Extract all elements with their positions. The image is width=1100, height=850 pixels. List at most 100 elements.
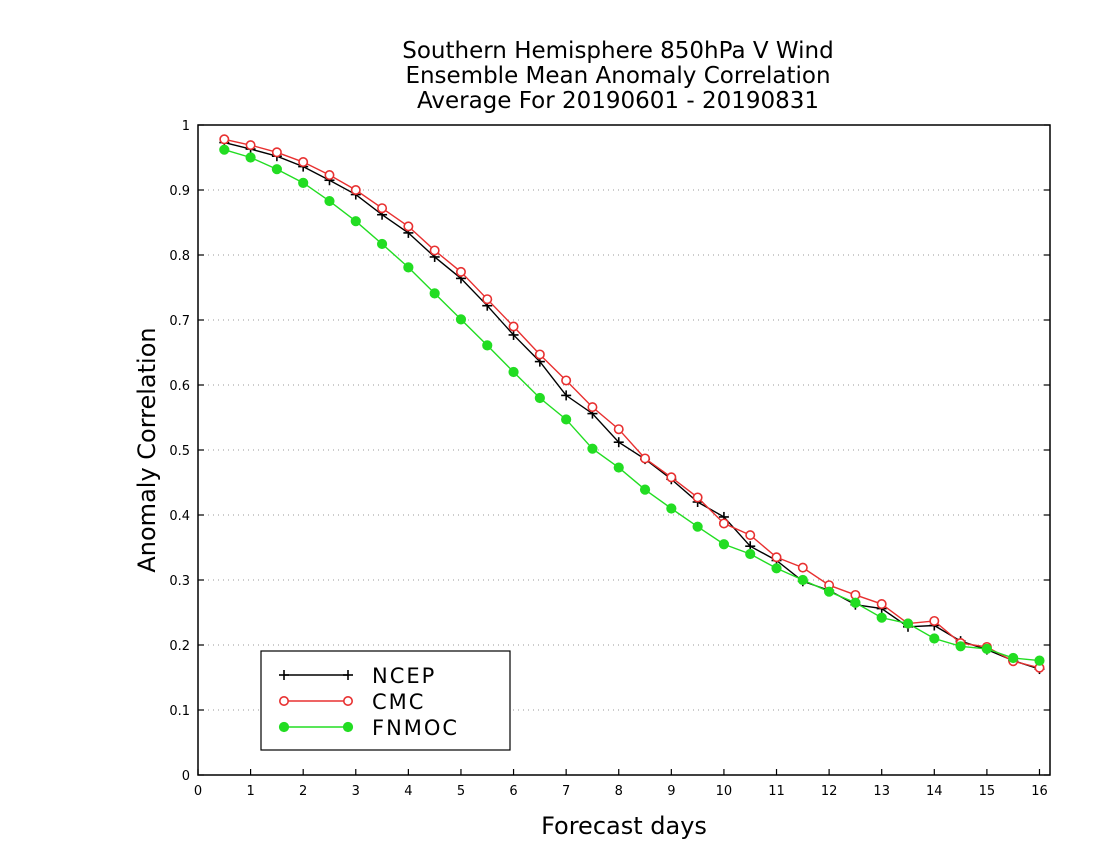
data-point (482, 294, 493, 305)
data-point (771, 552, 782, 563)
y-axis-label: Anomaly Correlation (133, 327, 161, 572)
legend-label-ncep: NCEP (372, 664, 436, 688)
data-point (797, 562, 808, 573)
data-point (666, 472, 677, 483)
data-point (377, 203, 388, 214)
data-point (376, 238, 388, 250)
data-point (534, 392, 545, 404)
x-tick-label: 4 (404, 784, 412, 799)
y-tick-label: 0.1 (169, 704, 190, 719)
chart-title-line: Ensemble Mean Anomaly Correlation (405, 63, 830, 89)
y-tick-label: 0.9 (169, 184, 190, 199)
data-point (1008, 652, 1019, 664)
data-point (929, 633, 940, 644)
x-tick-label: 15 (979, 784, 996, 799)
y-tick-label: 0.3 (169, 574, 190, 589)
data-point (876, 612, 887, 623)
data-point (902, 618, 914, 629)
data-point (508, 329, 519, 340)
data-point (219, 144, 230, 155)
data-point (298, 177, 309, 188)
legend-label-fnmoc: FNMOC (372, 716, 459, 740)
data-point (587, 443, 598, 454)
x-tick-label: 11 (768, 784, 785, 799)
data-point (561, 390, 572, 401)
legend-marker (342, 721, 354, 733)
x-axis-label: Forecast days (541, 812, 707, 840)
x-tick-label: 7 (562, 784, 570, 799)
y-tick-label: 0.6 (169, 379, 190, 394)
data-point (639, 484, 651, 495)
series-ncep (219, 137, 1045, 675)
data-point (718, 539, 730, 550)
legend-marker (343, 670, 353, 680)
x-tick-label: 9 (667, 784, 675, 799)
x-tick-label: 16 (1031, 784, 1048, 799)
gridlines (198, 189, 1050, 711)
x-tick-label: 10 (716, 784, 733, 799)
x-tick-label: 14 (926, 784, 943, 799)
data-point (745, 548, 756, 560)
data-point (350, 185, 361, 196)
data-point (692, 492, 703, 503)
data-point (508, 366, 519, 378)
series-line-ncep (224, 141, 1040, 670)
y-tick-label: 0.4 (169, 509, 190, 524)
data-point (482, 340, 493, 351)
series-line-fnmoc (224, 149, 1040, 662)
series-cmc (219, 134, 1045, 673)
series-fnmoc (219, 144, 1045, 666)
series-lines (219, 134, 1045, 675)
x-tick-label: 2 (299, 784, 307, 799)
x-tick-label: 12 (821, 784, 838, 799)
data-point (876, 599, 887, 610)
data-point (403, 262, 414, 273)
chart-title-line: Southern Hemisphere 850hPa V Wind (402, 38, 833, 64)
data-point (245, 140, 256, 151)
data-point (850, 597, 861, 608)
y-tick-label: 0.8 (169, 249, 190, 264)
data-point (824, 586, 835, 597)
legend-marker (278, 721, 290, 733)
y-tick-label: 0 (182, 769, 190, 784)
data-point (429, 245, 440, 256)
data-point (403, 221, 414, 232)
data-point (350, 216, 361, 227)
data-point (613, 424, 624, 435)
legend-marker (279, 670, 289, 680)
x-tick-label: 6 (509, 784, 517, 799)
plot-frame (197, 124, 1051, 776)
data-point (271, 147, 282, 158)
chart-title: Southern Hemisphere 850hPa V WindEnsembl… (402, 38, 833, 114)
data-point (429, 288, 440, 299)
axis-ticks: 00.10.20.30.40.50.60.70.80.910 1 2 3 4 5 6 7 8 9 1… (169, 119, 1050, 799)
data-point (666, 503, 677, 514)
data-point (324, 170, 335, 181)
data-point (324, 195, 335, 207)
data-point (298, 157, 309, 168)
data-point (955, 641, 966, 652)
x-tick-label: 1 (246, 784, 254, 799)
legend-marker (278, 695, 289, 706)
x-tick-label: 0 (194, 784, 202, 799)
data-point (640, 453, 651, 464)
chart-title-line: Average For 20190601 - 20190831 (417, 88, 819, 114)
data-point (561, 375, 572, 386)
data-point (561, 414, 572, 425)
x-tick-label: 13 (873, 784, 890, 799)
data-point (534, 349, 545, 360)
data-point (613, 437, 624, 448)
series-line-cmc (224, 138, 1040, 669)
y-tick-label: 0.5 (169, 444, 190, 459)
data-point (245, 152, 256, 163)
legend-marker (342, 695, 353, 706)
data-point (745, 530, 756, 541)
data-point (771, 563, 782, 574)
x-tick-label: 5 (457, 784, 465, 799)
x-tick-label: 3 (352, 784, 360, 799)
data-point (455, 266, 466, 277)
y-tick-label: 0.2 (169, 639, 190, 654)
y-tick-label: 1 (182, 119, 190, 134)
